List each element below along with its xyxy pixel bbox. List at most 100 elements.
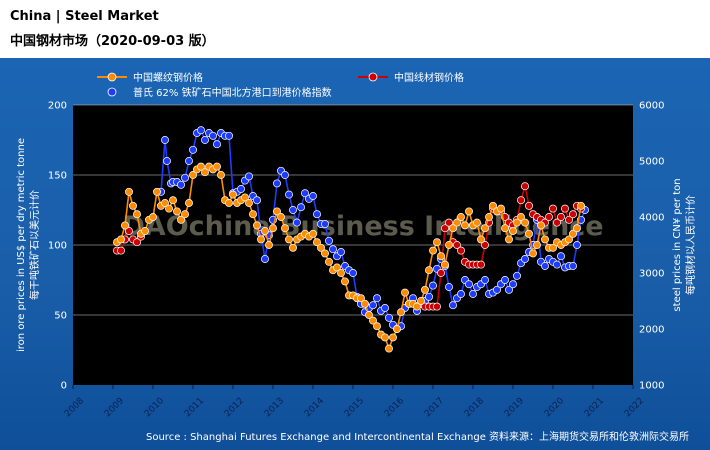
data-point [313,210,321,219]
data-point [173,207,181,216]
data-point [285,190,293,199]
data-point [457,213,465,221]
data-point [253,221,261,230]
legend-rebar-marker [107,72,117,82]
data-point [433,238,441,247]
data-point [401,288,409,297]
data-point [517,213,525,221]
x-tick-label: 2017 [423,396,446,419]
data-point [325,236,333,245]
data-point [261,227,269,235]
data-point [385,313,393,322]
data-point [533,241,541,249]
grid [73,104,633,316]
data-point [265,241,273,249]
left-tick-label: 100 [48,241,67,252]
data-point [245,199,253,207]
x-axis-ticks: 2008 2009 2010 2011 2012 2013 2014 2015 2016 2017… [63,385,646,419]
data-point [313,238,321,247]
data-point [361,299,369,308]
data-point [465,280,473,289]
data-point [189,145,197,154]
data-point [457,290,465,298]
data-point [285,235,293,244]
data-point [237,185,245,193]
source-note: Source : Shanghai Futures Exchange and I… [146,432,690,443]
page-title: China | Steel Market [10,9,159,24]
x-tick-label: 2022 [623,396,646,419]
data-point [393,325,401,333]
data-point [281,224,289,233]
data-point [569,210,577,219]
data-point [517,196,525,205]
data-point [185,157,193,165]
data-point [425,266,433,275]
data-point [413,302,421,311]
data-point [453,241,461,249]
data-point [465,207,473,216]
data-point [521,255,529,263]
series-0 [113,162,585,353]
data-point [469,290,477,298]
data-point [441,260,449,269]
data-point [569,229,577,238]
right-tick-label: 6000 [639,101,664,112]
data-point [121,221,129,230]
data-point [169,196,177,205]
data-point [197,162,205,171]
x-tick-label: 2010 [143,396,166,419]
data-point [381,304,389,312]
data-point [553,218,561,227]
data-point [181,173,189,182]
data-point [545,213,553,221]
data-point [373,294,381,303]
x-tick-label: 2021 [583,396,606,419]
data-point [125,227,133,235]
data-point [329,245,337,254]
data-point [397,308,405,317]
x-tick-label: 2014 [303,396,326,419]
data-point [429,246,437,255]
data-point [309,229,317,238]
data-point [117,246,125,255]
data-point [161,136,169,144]
data-point [489,201,497,210]
data-point [129,201,137,210]
x-tick-label: 2008 [63,396,86,419]
data-point [289,206,297,214]
data-point [225,199,233,207]
data-point [449,301,457,310]
x-tick-label: 2009 [103,396,126,419]
data-point [165,204,173,213]
data-point [437,269,445,277]
right-tick-label: 5000 [639,157,664,168]
data-point [429,281,437,290]
data-point [369,301,377,310]
data-point [341,277,349,286]
data-point [385,344,393,353]
data-point [437,252,445,261]
left-axis-ticks: 0 50 100 150 200 [48,101,67,392]
data-point [253,196,261,205]
right-tick-label: 2000 [639,325,664,336]
data-point [333,263,341,272]
data-point [449,224,457,233]
data-point [133,238,141,247]
data-point [381,333,389,342]
data-point [493,285,501,294]
data-point [125,187,133,196]
data-point [201,168,209,177]
data-point [189,171,197,179]
legend-wire-rod-marker [368,72,378,82]
data-point [369,316,377,325]
data-point [557,213,565,221]
data-point [417,297,425,305]
data-point [509,227,517,235]
data-point [565,235,573,244]
data-point [365,311,373,319]
data-point [325,257,333,266]
data-point [549,243,557,252]
data-point [481,276,489,284]
data-point [521,182,529,191]
data-point [501,224,509,233]
